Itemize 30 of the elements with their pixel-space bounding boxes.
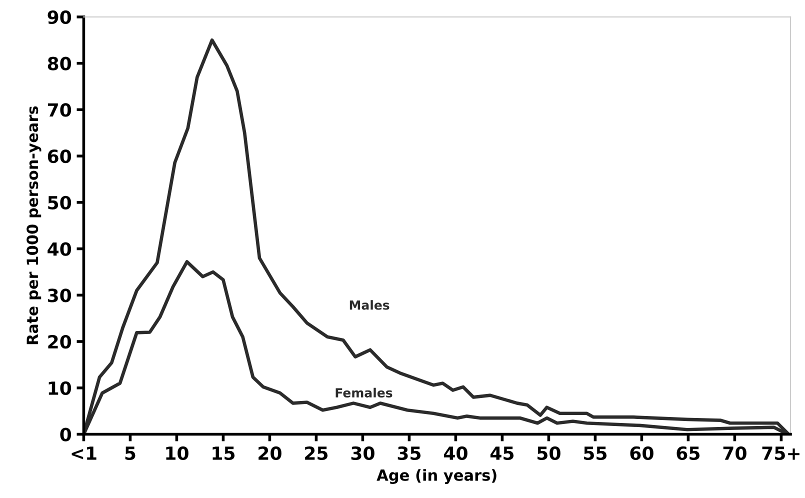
y-tick-label: 50 [48, 196, 72, 210]
x-tick-label: 50 [538, 446, 560, 460]
y-tick-label: 10 [48, 381, 72, 396]
x-tick-label: 25 [305, 446, 328, 460]
x-tick-label: 5 [125, 446, 136, 460]
x-axis-title: Age (in years) [376, 469, 496, 484]
text: Males [350, 300, 390, 310]
x-tick-label: 40 [444, 446, 468, 460]
y-tick-label: 80 [48, 56, 72, 70]
x-tick-label: <1 [72, 446, 96, 460]
series-label: Females [336, 388, 392, 398]
x-tick-label: 15 [212, 446, 235, 460]
y-tick-label: 40 [48, 242, 72, 256]
x-tick-label: 65 [676, 446, 700, 460]
x-tick-label: 55 [584, 446, 607, 460]
y-tick-label: 0 [60, 428, 72, 442]
x-tick-label: 10 [166, 446, 188, 460]
x-tick-label: 20 [258, 446, 282, 460]
x-tick-label: 60 [630, 446, 654, 460]
y-tick-label: 30 [48, 288, 72, 302]
x-tick-label: 30 [351, 446, 374, 460]
y-tick-label: 60 [48, 150, 72, 164]
x-tick-label: 35 [398, 446, 421, 460]
y-axis-title: Rate per 1000 person-years [26, 106, 42, 344]
x-tick-label: 70 [723, 446, 746, 460]
y-tick-label: 90 [48, 10, 72, 24]
x-tick-label: 45 [490, 446, 514, 460]
x-tick-label: 75+ [762, 446, 800, 460]
y-tick-label: 70 [48, 103, 72, 117]
y-tick-label: 20 [48, 334, 72, 349]
